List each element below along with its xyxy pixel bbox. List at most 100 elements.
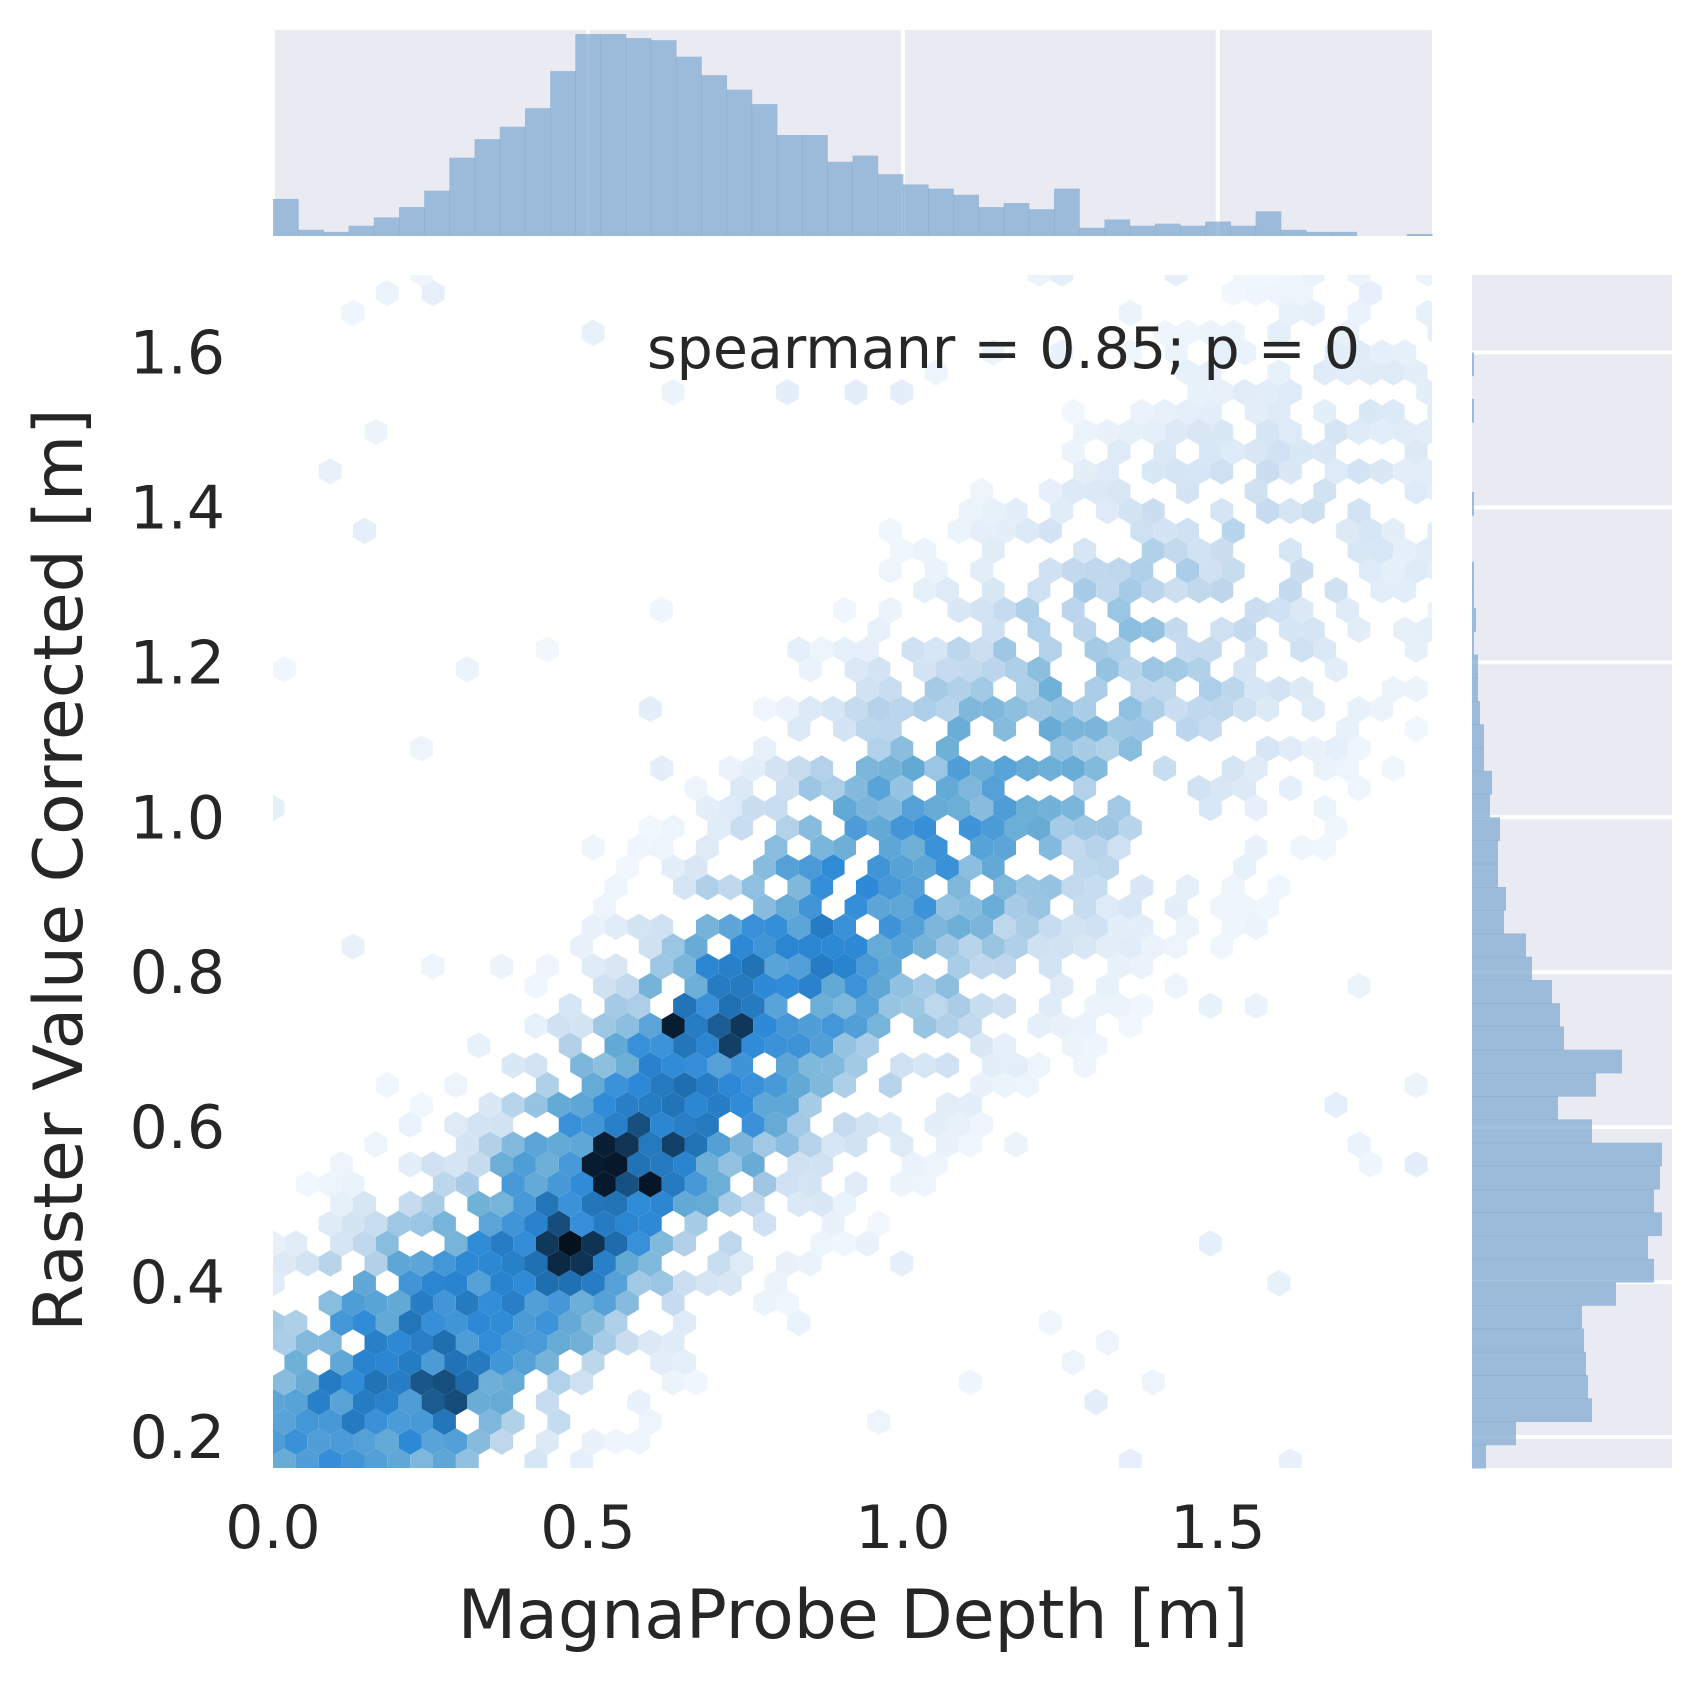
hexbin-cell [901, 755, 925, 782]
hexbin-cell [535, 1190, 559, 1218]
x-marginal-bar [902, 184, 929, 236]
hexbin-cell [490, 1309, 514, 1336]
hexbin-cell [878, 1111, 902, 1138]
hexbin-cell [1244, 596, 1268, 624]
hexbin-cell [581, 913, 605, 940]
hexbin-cell [593, 1171, 616, 1198]
hexbin-cell [970, 596, 994, 624]
hexbin-cell [958, 1012, 982, 1039]
hexbin-cell [513, 1230, 536, 1257]
hexbin-cell [1210, 458, 1234, 485]
hexbin-cell [981, 933, 1005, 960]
hexbin-cell [615, 1210, 639, 1237]
hexbin-cell [604, 913, 628, 940]
hexbin-cell [638, 1012, 662, 1039]
hexbin-cell [1073, 735, 1097, 762]
x-marginal-bar [625, 38, 652, 236]
hexbin-cell [1244, 636, 1268, 663]
hexbin-cell [787, 1190, 811, 1218]
hexbin-cell [1199, 676, 1222, 703]
hexbin-cell [947, 636, 971, 663]
hexbin-cell [764, 913, 788, 940]
hexbin-cell [501, 1052, 525, 1079]
hexbin-cell [798, 1052, 822, 1079]
hexbin-cell [341, 1369, 365, 1396]
hexbin-cell [490, 1230, 514, 1257]
hexbin-cell [490, 1428, 514, 1455]
hexbin-cell [1176, 874, 1199, 901]
hexbin-cell [558, 1151, 582, 1178]
hexbin-cell [627, 992, 651, 1020]
hexbin-cell [353, 1190, 376, 1218]
hexbin-cell [478, 1369, 502, 1396]
x-marginal-bar [827, 161, 853, 236]
hexbin-cell [1324, 1091, 1348, 1119]
hexbin-cell [604, 1072, 628, 1099]
hexbin-cell [581, 1230, 605, 1257]
x-marginal-bar [348, 225, 375, 236]
hexbin-cell [1096, 497, 1119, 525]
hexbin-cell [913, 537, 936, 564]
hexbin-cell [993, 596, 1016, 624]
hexbin-cell [661, 1131, 685, 1158]
hexbin-cell [1279, 379, 1302, 406]
hexbin-cell [581, 1151, 605, 1178]
y-marginal-histogram [1472, 275, 1672, 1469]
hexbin-cell [535, 636, 559, 663]
hexbin-cell [673, 1190, 696, 1218]
hexbin-cell [913, 973, 936, 1000]
hexbin-cell [478, 1408, 502, 1435]
hexbin-cell [970, 755, 994, 782]
hexbin-cell [593, 973, 616, 1000]
hexbin-cell [1084, 834, 1108, 861]
hexbin-cell [455, 1171, 479, 1198]
hexbin-cell [821, 1131, 845, 1158]
hexbin-cell [330, 1309, 353, 1336]
y-marginal-bar [1472, 1444, 1486, 1469]
hexbin-cell [387, 1289, 411, 1317]
y-tick-label: 1.0 [130, 783, 225, 853]
hexbin-cell [604, 1309, 628, 1336]
hexbin-cell [1187, 656, 1211, 683]
hexbin-cell [764, 794, 788, 822]
hexbin-cell [1279, 299, 1302, 327]
hexbin-cell [673, 992, 696, 1020]
hexbin-cell [581, 1349, 605, 1376]
hexbin-cell [844, 1052, 868, 1079]
hexbin-cell [958, 854, 982, 881]
hexbin-cell [753, 695, 776, 723]
hexbin-cell [1141, 418, 1165, 445]
hexbin-cell [1416, 275, 1432, 287]
hexbin-cell [958, 933, 982, 960]
hexbin-cell [501, 1171, 525, 1198]
hexbin-cell [878, 1072, 902, 1099]
hexbin-cell [1279, 577, 1302, 604]
y-tick-label: 1.4 [130, 473, 225, 543]
hexbin-cell [776, 1250, 799, 1277]
hexbin-cell [364, 1408, 388, 1435]
hexbin-cell [1073, 695, 1097, 723]
hexbin-cell [833, 596, 856, 624]
hexbin-cell [867, 854, 891, 881]
x-marginal-bar [802, 135, 828, 236]
hexbin-cell [1370, 339, 1394, 366]
hexbin-cell [856, 1032, 879, 1059]
hexbin-cell [821, 1052, 845, 1079]
hexbin-cell [764, 953, 788, 980]
hexbin-cell [501, 1131, 525, 1158]
hexbin-cell [1084, 1388, 1108, 1416]
hexbin-cell [1347, 616, 1371, 643]
hexbin-cell [581, 1270, 605, 1297]
hexbin-cell [410, 1091, 433, 1119]
hexbin-cell [1141, 616, 1165, 643]
hexbin-cell [1256, 458, 1279, 485]
hexbin-cell [330, 1230, 353, 1257]
hexbin-cell [524, 973, 548, 1000]
hexbin-cell [1050, 973, 1074, 1000]
hexbin-cell [936, 973, 959, 1000]
hexbin-cell [718, 1032, 742, 1059]
hexbin-cell [993, 953, 1016, 980]
hexbin-cell [810, 1230, 834, 1257]
hexbin-cell [501, 1408, 525, 1435]
hexbin-cell [581, 1111, 605, 1138]
